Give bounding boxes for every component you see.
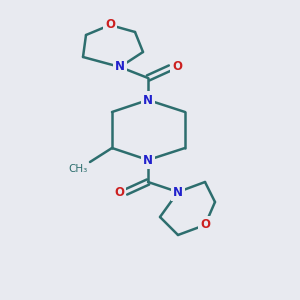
Text: O: O (105, 19, 115, 32)
Text: N: N (173, 185, 183, 199)
Text: O: O (200, 218, 210, 232)
Text: N: N (115, 61, 125, 74)
Text: N: N (143, 94, 153, 106)
Text: CH₃: CH₃ (69, 164, 88, 174)
Text: O: O (172, 61, 182, 74)
Text: N: N (143, 154, 153, 166)
Text: O: O (114, 187, 124, 200)
